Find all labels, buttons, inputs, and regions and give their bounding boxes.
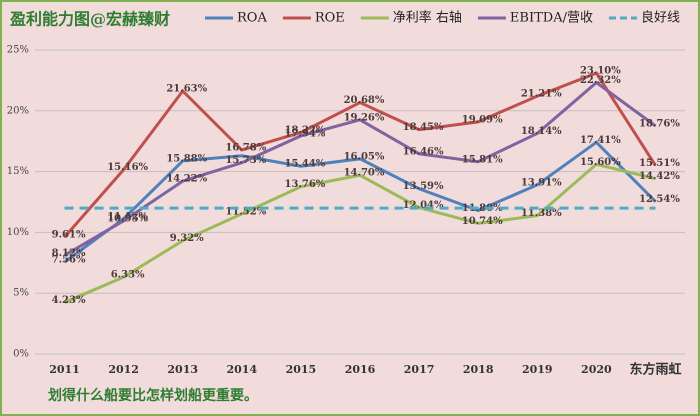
data-label: 9.32%	[170, 233, 204, 244]
y-tick-label: 15%	[7, 166, 29, 177]
data-label: 12.04%	[403, 200, 444, 211]
data-label: 22.32%	[580, 75, 621, 86]
legend-label: ROE	[315, 11, 345, 26]
x-tick-label: 2017	[404, 363, 435, 376]
data-label: 16.05%	[344, 151, 385, 162]
data-label: 16.46%	[403, 146, 444, 157]
data-label: 15.44%	[284, 159, 325, 170]
legend-label: 净利率 右轴	[393, 10, 462, 26]
data-label: 10.95%	[107, 213, 148, 224]
data-label: 23.10%	[580, 66, 621, 77]
y-tick-label: 5%	[13, 288, 29, 299]
x-tick-label: 2013	[167, 363, 198, 376]
data-label: 9.61%	[52, 230, 86, 241]
x-tick-label: 2011	[49, 363, 80, 376]
data-label: 19.26%	[344, 112, 385, 123]
data-label: 7.56%	[52, 255, 86, 266]
data-label: 8.12%	[52, 248, 86, 259]
x-tick-label: 2014	[227, 363, 258, 376]
data-label: 17.94%	[284, 128, 325, 139]
data-label: 6.33%	[111, 270, 145, 281]
data-label: 16.78%	[225, 142, 266, 153]
series-line	[63, 162, 656, 304]
data-label: 20.68%	[344, 95, 385, 106]
legend-label: ROA	[237, 11, 267, 26]
data-label: 18.14%	[521, 126, 562, 137]
y-tick-label: 0%	[13, 349, 29, 360]
data-label: 15.60%	[580, 157, 621, 168]
data-label: 18.22%	[284, 125, 325, 136]
data-label: 15.88%	[166, 153, 207, 164]
legend-label: 良好线	[641, 10, 680, 26]
data-label: 21.21%	[521, 89, 562, 100]
x-tick-label: 2018	[463, 363, 494, 376]
x-tick-label: 2016	[345, 363, 376, 376]
data-label: 11.80%	[462, 203, 503, 214]
x-tick-label: 2020	[581, 363, 612, 376]
footnote: 划得什么船要比怎样划船更重要。	[48, 387, 258, 404]
x-tick-label: 2019	[522, 363, 553, 376]
data-label: 13.59%	[403, 181, 444, 192]
data-label: 14.42%	[639, 171, 680, 182]
x-tick-label: 2012	[108, 363, 139, 376]
x-tick-label: 东方雨虹	[629, 362, 681, 378]
data-label: 14.22%	[166, 174, 207, 185]
series-line	[63, 140, 657, 264]
data-label: 4.23%	[52, 295, 86, 306]
data-label: 13.76%	[284, 179, 325, 190]
chart-title: 盈利能力图@宏赫臻财	[9, 10, 170, 29]
data-label: 11.38%	[521, 208, 562, 219]
data-label: 14.70%	[344, 168, 385, 179]
data-label: 15.51%	[639, 158, 680, 169]
y-tick-label: 20%	[7, 105, 29, 116]
data-label: 21.63%	[166, 83, 207, 94]
data-label: 19.09%	[462, 114, 503, 125]
series-line	[63, 80, 657, 257]
x-tick-label: 2015	[286, 363, 317, 376]
data-label: 18.45%	[403, 122, 444, 133]
data-label: 18.76%	[639, 118, 680, 129]
data-label: 15.16%	[107, 162, 148, 173]
data-label: 12.54%	[639, 194, 680, 205]
legend-label: EBITDA/营收	[510, 11, 593, 26]
series-line	[63, 71, 657, 239]
data-label: 11.52%	[225, 206, 266, 217]
y-tick-label: 10%	[7, 227, 29, 238]
y-tick-label: 25%	[7, 45, 29, 56]
data-label: 13.91%	[521, 177, 562, 188]
data-label: 10.74%	[462, 216, 503, 227]
data-label: 15.73%	[225, 155, 266, 166]
data-label: 15.81%	[462, 154, 503, 165]
data-label: 17.41%	[580, 135, 621, 146]
